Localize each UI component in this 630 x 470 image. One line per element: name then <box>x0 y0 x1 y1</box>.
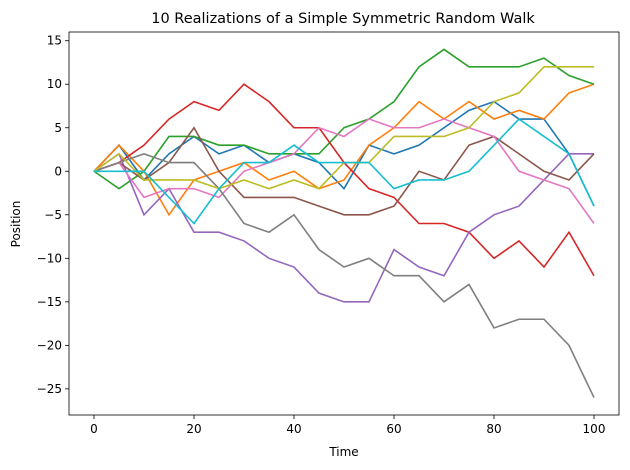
axes-background <box>69 32 619 415</box>
y-tick-label: −5 <box>44 208 62 222</box>
series-line-8 <box>93 153 595 398</box>
x-axis: 0 20 40 60 80 100 <box>90 415 605 436</box>
series-line-10 <box>94 118 595 225</box>
x-axis-label: Time <box>328 445 358 459</box>
series-line-5 <box>93 152 594 303</box>
x-tick-label: 60 <box>386 422 401 436</box>
y-tick-label: −10 <box>37 251 62 265</box>
plot-area <box>68 31 620 416</box>
chart-title: 10 Realizations of a Simple Symmetric Ra… <box>151 11 535 27</box>
x-tick-label: 40 <box>286 422 301 436</box>
series-line-7 <box>93 118 595 224</box>
x-tick-label: 80 <box>486 422 501 436</box>
y-axis-label: Position <box>9 201 23 248</box>
y-tick-label: 15 <box>47 34 62 48</box>
axes-frame <box>68 31 620 416</box>
y-axis: 15 10 5 0 −5 −10 −15 −20 −25 <box>37 34 69 396</box>
y-tick-label: −25 <box>37 382 62 396</box>
series-line-6 <box>93 126 595 216</box>
y-tick-label: 5 <box>54 121 62 135</box>
x-tick-label: 100 <box>583 422 606 436</box>
series-layer <box>93 48 595 398</box>
y-tick-label: −20 <box>37 338 62 352</box>
y-tick-label: −15 <box>37 295 62 309</box>
series-line-3 <box>93 48 595 190</box>
x-tick-label: 0 <box>90 422 98 436</box>
x-tick-label: 20 <box>186 422 201 436</box>
y-tick-label: 0 <box>54 164 62 178</box>
y-tick-label: 10 <box>47 77 62 91</box>
